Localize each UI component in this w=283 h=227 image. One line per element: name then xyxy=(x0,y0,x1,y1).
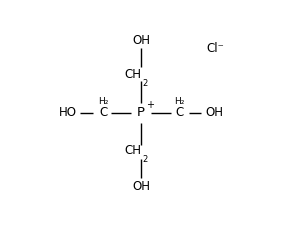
Text: C: C xyxy=(99,106,107,119)
Text: OH: OH xyxy=(132,34,150,47)
Text: 2: 2 xyxy=(142,155,147,164)
Text: OH: OH xyxy=(132,180,150,192)
Text: H₂: H₂ xyxy=(98,98,108,106)
Text: H₂: H₂ xyxy=(174,98,184,106)
Text: CH: CH xyxy=(124,69,141,81)
Text: P: P xyxy=(137,106,145,119)
Text: 2: 2 xyxy=(142,79,147,88)
Text: +: + xyxy=(146,100,154,110)
Text: CH: CH xyxy=(124,145,141,158)
Text: OH: OH xyxy=(205,106,223,119)
Text: HO: HO xyxy=(59,106,77,119)
Text: C: C xyxy=(175,106,183,119)
Text: Cl⁻: Cl⁻ xyxy=(206,42,224,54)
